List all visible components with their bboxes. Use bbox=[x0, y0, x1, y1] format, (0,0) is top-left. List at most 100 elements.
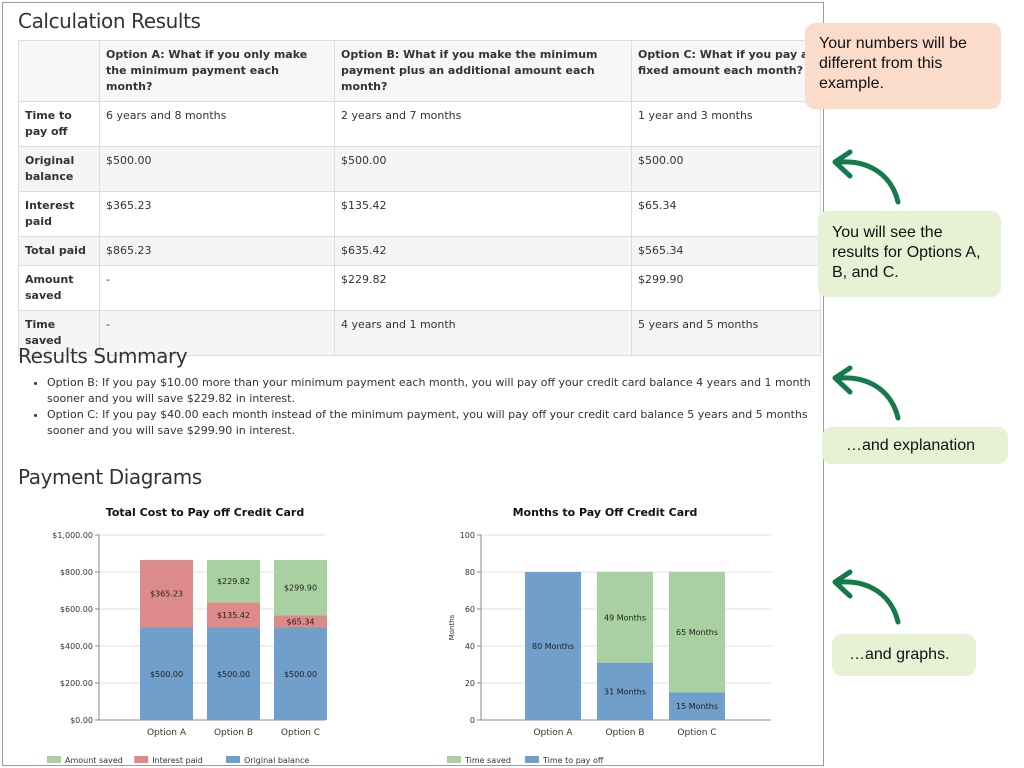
arrow-to-summary-icon bbox=[832, 365, 901, 421]
table-row: Original balance $500.00 $500.00 $500.00 bbox=[18, 146, 821, 192]
cell-option-b: $635.42 bbox=[334, 236, 632, 266]
bar-data-label: $135.42 bbox=[217, 611, 250, 620]
bar-data-label: $299.90 bbox=[284, 584, 317, 593]
y-tick-label: $1,000.00 bbox=[52, 531, 93, 540]
legend-swatch bbox=[47, 756, 61, 763]
y-tick-label: $800.00 bbox=[60, 568, 93, 577]
cell-option-a: 6 years and 8 months bbox=[99, 101, 335, 147]
table-header-row: Option A: What if you only make the mini… bbox=[18, 40, 821, 102]
bar-data-label: $365.23 bbox=[150, 590, 183, 599]
bar-segment bbox=[207, 602, 260, 628]
cell-option-b: $500.00 bbox=[334, 146, 632, 192]
row-label: Interest paid bbox=[18, 191, 100, 237]
row-label: Original balance bbox=[18, 146, 100, 192]
cell-option-b: $135.42 bbox=[334, 191, 632, 237]
y-tick-label: 40 bbox=[465, 642, 475, 651]
row-label: Total paid bbox=[18, 236, 100, 266]
calculator-results-panel: Calculation Results Option A: What if yo… bbox=[2, 2, 824, 766]
bar-data-label: 49 Months bbox=[604, 613, 646, 622]
y-tick-label: $200.00 bbox=[60, 679, 93, 688]
table-row: Interest paid $365.23 $135.42 $65.34 bbox=[18, 191, 821, 237]
cell-option-c: $500.00 bbox=[631, 146, 821, 192]
bar-segment bbox=[274, 615, 327, 628]
y-tick-label: $400.00 bbox=[60, 642, 93, 651]
x-tick-label: Option A bbox=[147, 728, 187, 738]
y-tick-label: 100 bbox=[460, 531, 475, 540]
bar-segment bbox=[140, 559, 193, 628]
bar-data-label: $500.00 bbox=[150, 670, 183, 679]
legend-label: Time to pay off bbox=[542, 756, 604, 765]
table-row: Time to pay off 6 years and 8 months 2 y… bbox=[18, 101, 821, 147]
arrow-to-table-icon bbox=[832, 149, 901, 205]
legend-label: Time saved bbox=[464, 756, 511, 765]
bar-segment bbox=[597, 572, 653, 663]
cell-option-a: - bbox=[99, 265, 335, 311]
summary-list: Option B: If you pay $10.00 more than yo… bbox=[33, 375, 823, 439]
cell-option-a: $865.23 bbox=[99, 236, 335, 266]
bar-data-label: $500.00 bbox=[284, 670, 317, 679]
header-option-a: Option A: What if you only make the mini… bbox=[99, 40, 335, 102]
callout-numbers-note: Your numbers will be different from this… bbox=[805, 23, 1001, 109]
x-tick-label: Option C bbox=[677, 728, 716, 738]
total-cost-chart: Total Cost to Pay off Credit Card $0.00 $2… bbox=[47, 506, 327, 765]
legend-swatch bbox=[226, 756, 240, 763]
payment-diagrams-heading: Payment Diagrams bbox=[18, 465, 202, 489]
table-row: Time saved - 4 years and 1 month 5 years… bbox=[18, 310, 821, 356]
arrow-to-graphs-icon bbox=[832, 569, 901, 625]
cell-option-c: $299.90 bbox=[631, 265, 821, 311]
bar-segment bbox=[525, 572, 581, 720]
bar-segment bbox=[669, 692, 725, 720]
bar-data-label: 31 Months bbox=[604, 687, 646, 696]
callout-results-note: You will see the results for Options A, … bbox=[818, 211, 1001, 297]
cell-option-a: $500.00 bbox=[99, 146, 335, 192]
header-option-b: Option B: What if you make the minimum p… bbox=[334, 40, 632, 102]
x-tick-label: Option A bbox=[533, 728, 573, 738]
x-tick-label: Option C bbox=[281, 728, 320, 738]
bar-data-label: $229.82 bbox=[217, 577, 250, 586]
calculation-results-heading: Calculation Results bbox=[18, 9, 201, 33]
row-label: Time to pay off bbox=[18, 101, 100, 147]
cell-option-b: 4 years and 1 month bbox=[334, 310, 632, 356]
summary-item-option-c: Option C: If you pay $40.00 each month i… bbox=[47, 407, 823, 439]
results-summary-heading: Results Summary bbox=[18, 344, 188, 368]
y-tick-label: $0.00 bbox=[70, 716, 93, 725]
row-label: Time saved bbox=[18, 310, 100, 356]
legend-label: Original balance bbox=[244, 756, 309, 765]
y-tick-label: $600.00 bbox=[60, 605, 93, 614]
legend-swatch bbox=[134, 756, 149, 763]
x-tick-label: Option B bbox=[214, 728, 253, 738]
cell-option-c: $65.34 bbox=[631, 191, 821, 237]
bar-segment bbox=[140, 627, 193, 720]
bar-segment bbox=[207, 559, 260, 603]
cell-option-c: $565.34 bbox=[631, 236, 821, 266]
bar-segment bbox=[274, 627, 327, 720]
y-tick-label: 80 bbox=[465, 568, 475, 577]
summary-item-option-b: Option B: If you pay $10.00 more than yo… bbox=[47, 375, 823, 407]
cell-option-a: - bbox=[99, 310, 335, 356]
bar-segment bbox=[669, 572, 725, 693]
header-option-c: Option C: What if you pay a fixed amount… bbox=[631, 40, 821, 102]
y-tick-label: 0 bbox=[470, 716, 475, 725]
bar-segment bbox=[207, 627, 260, 720]
header-empty bbox=[18, 40, 100, 102]
chart-title: Months to Pay Off Credit Card bbox=[513, 506, 698, 519]
x-tick-label: Option B bbox=[605, 728, 644, 738]
callout-explanation-note: …and explanation bbox=[822, 427, 1008, 464]
cell-option-c: 1 year and 3 months bbox=[631, 101, 821, 147]
table-row: Total paid $865.23 $635.42 $565.34 bbox=[18, 236, 821, 266]
months-to-pay-off-chart: Months to Pay Off Credit Card 0 20 40 60 80 10… bbox=[447, 506, 771, 765]
bar-data-label: 80 Months bbox=[532, 642, 574, 651]
cell-option-a: $365.23 bbox=[99, 191, 335, 237]
bar-data-label: $500.00 bbox=[217, 670, 250, 679]
bar-data-label: 65 Months bbox=[676, 628, 718, 637]
bar-segment bbox=[274, 559, 327, 616]
bar-data-label: $65.34 bbox=[287, 617, 315, 626]
legend-swatch bbox=[525, 756, 539, 763]
legend-label: Amount saved bbox=[65, 756, 123, 765]
cell-option-b: 2 years and 7 months bbox=[334, 101, 632, 147]
y-tick-label: 60 bbox=[465, 605, 475, 614]
callout-graphs-note: …and graphs. bbox=[832, 634, 976, 676]
chart-title: Total Cost to Pay off Credit Card bbox=[106, 506, 304, 519]
y-tick-label: 20 bbox=[465, 679, 475, 688]
results-table: Option A: What if you only make the mini… bbox=[18, 40, 821, 356]
